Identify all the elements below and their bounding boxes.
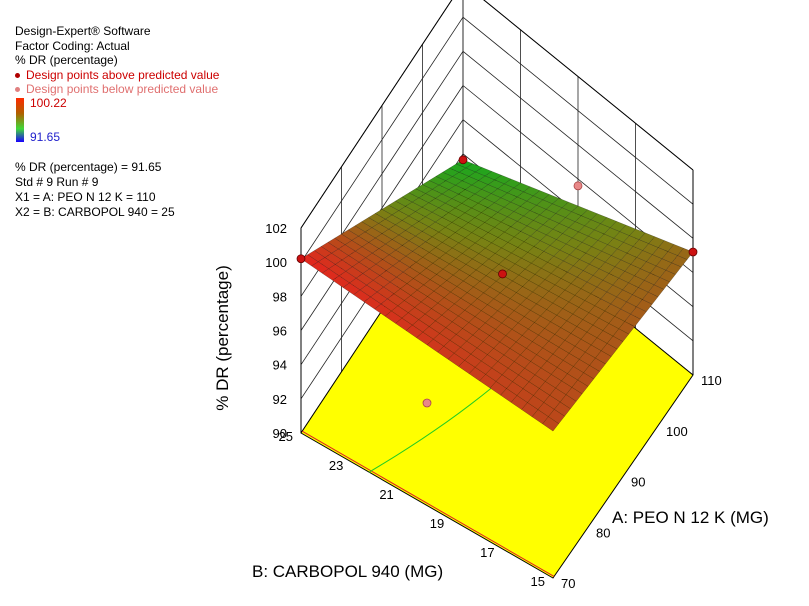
frame-edge <box>300 0 453 229</box>
z-tick-label: 90 <box>273 426 287 441</box>
design-point-below <box>422 398 432 408</box>
y-tick-label: 25 <box>279 429 293 444</box>
wall-grid-line <box>300 85 464 331</box>
y-tick-label: 19 <box>430 516 444 531</box>
y-tick-label: 23 <box>329 458 343 473</box>
x-tick-label: 90 <box>631 475 645 490</box>
wall-grid-line <box>462 16 694 205</box>
x-tick-label: 100 <box>666 424 688 439</box>
y-tick-label: 15 <box>531 574 545 589</box>
below-dot-icon <box>15 87 20 93</box>
color-scale-bar <box>16 98 24 142</box>
legend-above: Design points above predicted value <box>15 68 219 83</box>
design-point-above <box>296 254 306 264</box>
x-tick-label: 70 <box>561 576 575 591</box>
info-panel: Design-Expert® Software Factor Coding: A… <box>15 24 219 97</box>
colorbar-min-label: 91.65 <box>30 130 61 144</box>
x-tick-label: 80 <box>596 525 610 540</box>
legend-above-label: Design points above predicted value <box>26 67 220 82</box>
point-info-x1: X1 = A: PEO N 12 K = 110 <box>15 190 156 204</box>
point-info: % DR (percentage) = 91.65 Std # 9 Run # … <box>15 160 175 220</box>
y-axis-title: B: CARBOPOL 940 (MG) <box>252 562 443 581</box>
wall-grid-line <box>300 16 464 263</box>
response-label: % DR (percentage) <box>15 53 118 67</box>
software-label: Design-Expert® Software <box>15 24 151 38</box>
z-tick-label: 102 <box>265 221 287 236</box>
point-info-run: Std # 9 Run # 9 <box>15 175 99 189</box>
design-points <box>296 155 698 408</box>
y-tick-label: 17 <box>480 545 494 560</box>
z-tick-label: 92 <box>273 392 287 407</box>
design-point-below <box>573 181 583 191</box>
x-tick-label: 110 <box>701 373 722 388</box>
colorbar-max-label: 100.22 <box>30 96 67 110</box>
z-tick-label: 96 <box>273 324 287 339</box>
z-tick-label: 100 <box>265 255 287 270</box>
floor-contour-line <box>301 430 555 577</box>
design-point-above <box>498 269 507 279</box>
point-info-response: % DR (percentage) = 91.65 <box>15 160 162 174</box>
point-info-x2: X2 = B: CARBOPOL 940 = 25 <box>15 205 175 219</box>
design-point-above <box>458 155 468 165</box>
y-tick-label: 21 <box>379 487 393 502</box>
above-dot-icon <box>15 72 20 78</box>
x-axis-title: A: PEO N 12 K (MG) <box>612 508 769 527</box>
frame-edge <box>483 0 694 171</box>
z-tick-label: 94 <box>273 358 287 373</box>
wall-grid-line <box>462 51 694 239</box>
design-point-above <box>688 247 698 257</box>
z-axis-title: % DR (percentage) <box>213 265 232 411</box>
axis-ticks: 90 92 94 96 98 100 102 70 80 90 100 110 15 17 19 21 23 25 <box>265 221 721 591</box>
response-surface <box>300 159 694 432</box>
legend-below-label: Design points below predicted value <box>26 82 219 96</box>
z-tick-label: 98 <box>273 289 287 304</box>
legend-below: Design points below predicted value <box>15 82 219 97</box>
coding-label: Factor Coding: Actual <box>15 38 130 53</box>
